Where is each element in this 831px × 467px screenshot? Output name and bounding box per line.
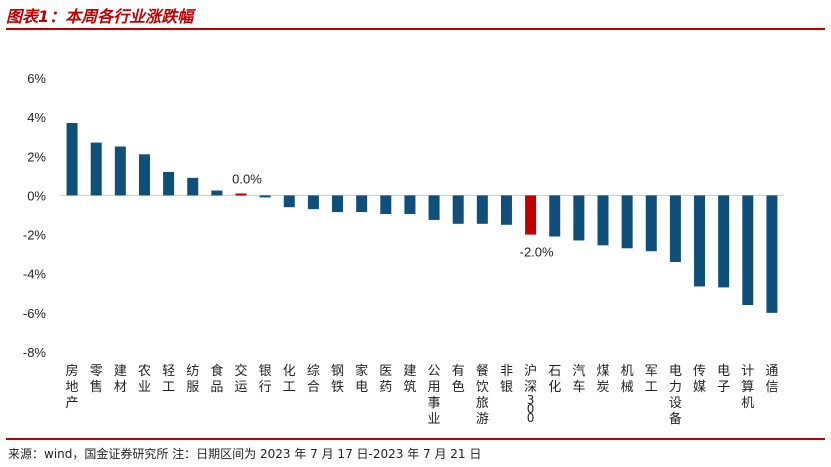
x-category-label: 餐饮旅游: [476, 363, 489, 427]
bar: [428, 195, 440, 220]
x-category-label: 建筑: [403, 364, 416, 395]
x-category-label: 煤炭: [596, 364, 609, 395]
bar: [356, 195, 368, 213]
bar: [90, 142, 102, 196]
x-category-label: 有色: [452, 364, 465, 395]
figure-title: 图表1：本周各行业涨跌幅: [6, 7, 194, 26]
x-category-label: 建材: [114, 364, 127, 395]
x-category-label: 纺服: [186, 364, 199, 395]
bar: [525, 195, 537, 235]
x-category-label: 综合: [307, 364, 320, 395]
x-category-label: 农业: [138, 364, 151, 395]
x-category-label: 非银: [500, 364, 513, 395]
x-category-label: 汽车: [572, 364, 585, 395]
x-category-label: 传媒: [693, 364, 706, 395]
y-tick-label: -4%: [23, 267, 47, 282]
bar: [163, 171, 175, 196]
y-tick-label: 6%: [27, 71, 46, 86]
bars: [66, 123, 778, 313]
bar: [211, 190, 223, 196]
data-label: 0.0%: [232, 171, 262, 186]
x-category-label: 化工: [283, 364, 296, 395]
x-category-label: 沪深 3 0 0: [524, 363, 537, 425]
bar: [452, 195, 464, 224]
bar: [332, 195, 344, 213]
bar: [718, 195, 730, 288]
x-category-label: 公用事业: [428, 364, 441, 427]
bar: [597, 195, 609, 246]
x-category-label: 家电: [355, 363, 368, 395]
bar: [500, 195, 512, 225]
bar: [549, 195, 561, 237]
y-tick-label: 4%: [27, 110, 46, 125]
x-category-label: 石化: [548, 364, 561, 395]
bar: [742, 195, 754, 306]
x-category-label: 零售: [90, 364, 103, 395]
bar: [645, 195, 657, 252]
bar: [669, 195, 681, 262]
bar: [114, 146, 126, 196]
x-category-label: 轻工: [162, 364, 175, 395]
y-tick-label: -2%: [23, 228, 47, 243]
x-category-label: 军工: [645, 364, 658, 395]
bar: [694, 195, 706, 287]
x-category-label: 电子: [717, 364, 730, 395]
data-labels: 0.0% -2.0%: [232, 171, 554, 259]
x-category-label: 电力设备: [669, 364, 682, 427]
bar: [621, 195, 633, 249]
data-label: -2.0%: [520, 245, 554, 260]
bar: [235, 193, 247, 196]
x-category-label: 机械: [621, 364, 634, 395]
bar: [283, 195, 295, 208]
x-category-label: 银行: [259, 364, 272, 395]
bar: [66, 123, 78, 196]
x-category-label: 钢铁: [331, 364, 344, 395]
title-rule: [6, 28, 825, 30]
bar: [404, 195, 416, 215]
bar: [476, 195, 488, 224]
y-tick-label: -8%: [23, 345, 47, 360]
y-tick-label: -6%: [23, 306, 47, 321]
y-tick-label: 2%: [27, 149, 46, 164]
source-note: 来源：wind，国金证券研究所 注：日期区间为 2023 年 7 月 17 日-…: [8, 447, 482, 461]
bar: [187, 177, 199, 196]
x-category-label: 计算机: [741, 364, 754, 411]
bar: [766, 195, 778, 313]
x-category-label: 医药: [379, 364, 392, 395]
bar: [259, 195, 271, 198]
y-tick-label: 0%: [27, 188, 46, 203]
x-category-label: 房地产: [66, 363, 79, 411]
bar: [138, 154, 150, 196]
x-category-label: 食品: [210, 363, 223, 395]
x-category-label: 交运: [234, 363, 247, 395]
x-category-label: 通信: [765, 364, 778, 395]
bar: [380, 195, 392, 215]
bar: [573, 195, 585, 241]
bar-chart: 6% 4% 2% 0% -2% -4% -6% -8% 房地产零售建材农业轻工纺服食品交运银行…: [23, 71, 784, 427]
x-axis-category-labels: 房地产零售建材农业轻工纺服食品交运银行化工综合钢铁家电医药建筑公用事业有色餐饮旅…: [66, 363, 779, 427]
footer-rule: [6, 438, 825, 440]
y-axis-tick-labels: 6% 4% 2% 0% -2% -4% -6% -8%: [23, 71, 47, 360]
bar: [307, 195, 319, 210]
